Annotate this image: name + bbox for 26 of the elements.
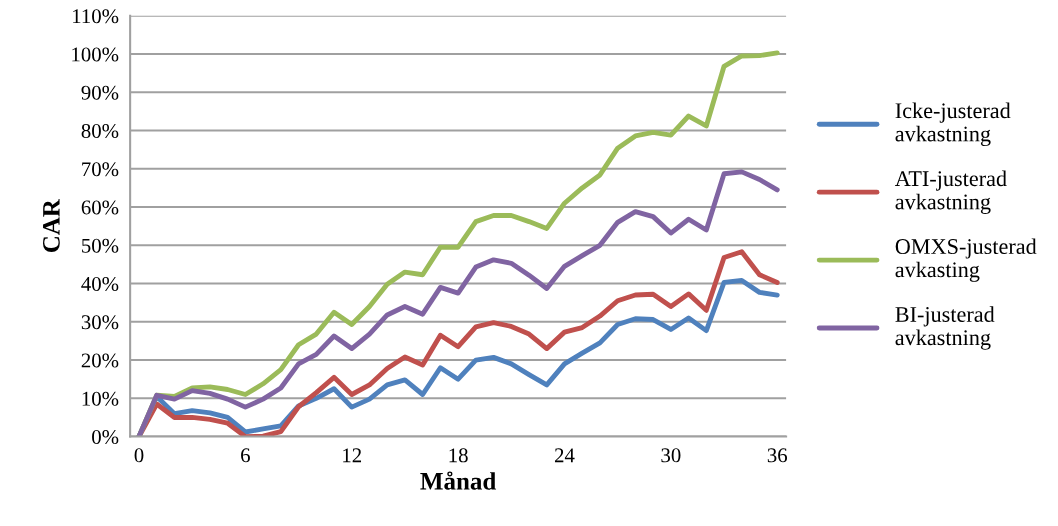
legend-label: Icke-justerad avkastning (895, 102, 1011, 147)
legend-label: ATI-justerad avkastning (894, 170, 1007, 214)
x-tick-label: 6 (241, 448, 250, 463)
y-tick-label: 50% (82, 238, 119, 253)
x-tick-label: 30 (661, 448, 681, 463)
y-tick-label: 40% (81, 276, 119, 292)
x-tick-label: 36 (767, 448, 788, 463)
y-tick-label: 100% (72, 47, 119, 62)
y-tick-label: 60% (81, 200, 119, 215)
x-tick-label: 18 (449, 448, 468, 463)
legend-label: BI-justerad avkastning (895, 306, 995, 350)
y-tick-label: 30% (81, 315, 119, 330)
y-tick-label: 80% (81, 123, 119, 139)
legend-label: OMXS-justerad avkasting (895, 238, 1037, 282)
x-tick-label: 0 (134, 448, 144, 463)
y-tick-label: 90% (81, 85, 119, 100)
y-tick-label: 0% (92, 429, 119, 445)
line-series (136, 169, 780, 437)
x-axis-title: Månad (420, 471, 497, 490)
x-tick-label: 24 (554, 448, 575, 463)
y-tick-label: 20% (81, 353, 119, 368)
y-tick-label: 70% (82, 162, 119, 177)
x-tick-label: 12 (343, 448, 362, 463)
y-tick-label: 110% (73, 9, 119, 24)
y-axis-title: CAR (42, 198, 60, 253)
y-tick-label: 10% (82, 391, 119, 406)
